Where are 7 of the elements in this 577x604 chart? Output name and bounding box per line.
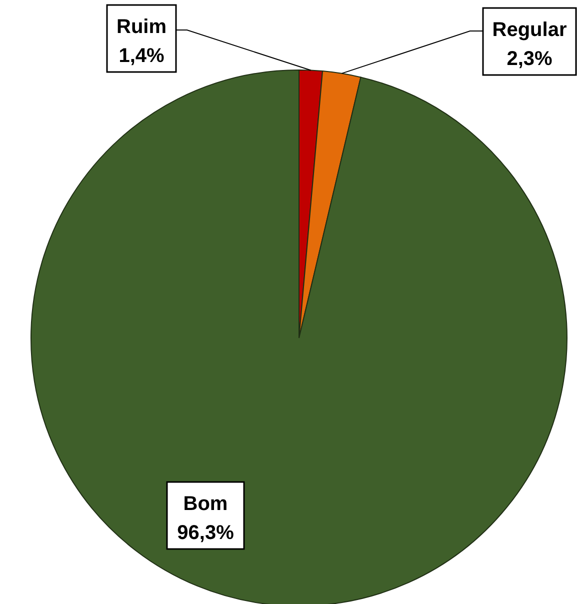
slice-label: Bom bbox=[183, 493, 228, 515]
slice-label: Regular bbox=[492, 19, 567, 41]
pie-slice bbox=[30, 70, 568, 604]
slice-label: Ruim bbox=[116, 16, 166, 38]
data-label: 1,4% bbox=[118, 45, 165, 67]
data-label: 96,3% bbox=[177, 522, 234, 544]
data-label: 2,3% bbox=[506, 48, 553, 70]
